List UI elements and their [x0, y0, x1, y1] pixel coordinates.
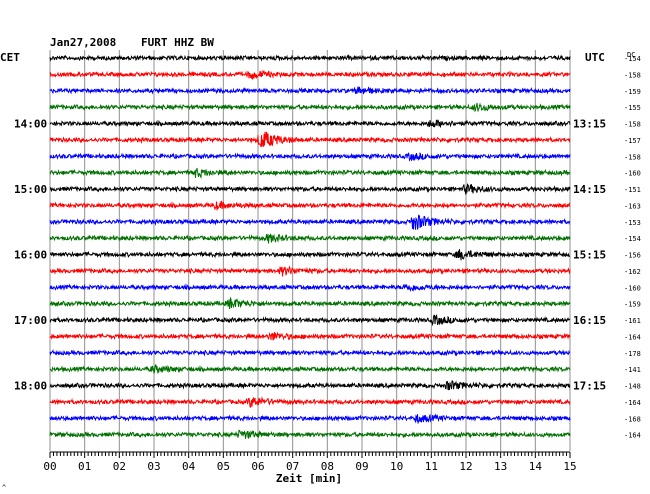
dc-value-label: -154 [624, 235, 641, 243]
x-tick-label: 15 [563, 460, 576, 473]
left-hour-label: 18:00 [14, 380, 47, 393]
x-tick-label: 14 [529, 460, 543, 473]
x-tick-label: 03 [147, 460, 160, 473]
corner-mark: ^ [2, 484, 6, 492]
dc-value-label: -158 [624, 121, 641, 129]
trace-24 [49, 429, 571, 440]
dc-value-label: -159 [624, 88, 641, 96]
time-gridlines [49, 50, 571, 451]
dc-value-label: -159 [624, 301, 641, 309]
dc-value-label: -151 [624, 186, 641, 194]
dc-value-label: -160 [624, 170, 641, 178]
x-tick-label: 02 [113, 460, 126, 473]
left-hour-label: 17:00 [14, 314, 47, 327]
header-date: Jan27,2008 [50, 36, 116, 49]
trace-22 [49, 396, 571, 408]
dc-label: DC [627, 51, 635, 59]
right-hour-label: 13:15 [573, 118, 606, 131]
right-hour-label: 16:15 [573, 314, 606, 327]
dc-value-label: -160 [624, 284, 641, 292]
dc-value-label: -155 [624, 104, 641, 112]
right-hour-label: 15:15 [573, 249, 606, 262]
x-tick-label: 10 [390, 460, 403, 473]
header-station: FURT HHZ BW [141, 36, 214, 49]
left-hour-label: 14:00 [14, 118, 47, 131]
trace-8 [49, 167, 571, 180]
right-hour-label: 14:15 [573, 183, 606, 196]
x-tick-label: 12 [459, 460, 472, 473]
trace-1 [49, 53, 571, 63]
seismic-traces [49, 53, 571, 440]
x-tick-label: 08 [321, 460, 334, 473]
left-hour-label: 16:00 [14, 249, 47, 262]
trace-12 [49, 233, 571, 244]
x-tick-label: 07 [286, 460, 299, 473]
trace-10 [49, 200, 571, 211]
dc-value-label: -168 [624, 415, 641, 423]
trace-20 [49, 364, 571, 374]
dc-value-label: -158 [624, 153, 641, 161]
trace-9 [49, 183, 571, 195]
trace-15 [49, 283, 571, 292]
dc-value-label: -156 [624, 252, 641, 260]
dc-value-label: -163 [624, 202, 641, 210]
dc-value-label: -148 [624, 383, 641, 391]
trace-5 [49, 119, 571, 129]
x-tick-label: 09 [355, 460, 368, 473]
trace-2 [49, 69, 571, 80]
trace-7 [49, 152, 571, 162]
dc-value-label: -141 [624, 366, 641, 374]
x-tick-label: 06 [251, 460, 264, 473]
dc-value-label: -157 [624, 137, 641, 145]
trace-4 [49, 102, 571, 113]
x-tick-label: 04 [182, 460, 196, 473]
x-tick-label: 05 [217, 460, 230, 473]
dc-value-label: -158 [624, 71, 641, 79]
dc-value-label: -161 [624, 317, 641, 325]
x-tick-label: 11 [425, 460, 438, 473]
trace-17 [49, 314, 571, 327]
dc-value-label: -153 [624, 219, 641, 227]
left-timezone-label: CET [0, 51, 20, 64]
trace-11 [49, 214, 571, 231]
right-hour-label: 17:15 [573, 380, 606, 393]
trace-16 [49, 296, 571, 309]
trace-19 [49, 348, 571, 357]
dc-value-label: -162 [624, 268, 641, 276]
x-tick-label: 13 [494, 460, 507, 473]
trace-18 [49, 331, 571, 341]
x-tick-label: 00 [43, 460, 56, 473]
dc-offset-labels: -154 -158 -159 -155 -158 -157 -158 -160 -151 -163… [624, 55, 641, 440]
dc-value-label: -164 [624, 432, 641, 440]
trace-13 [50, 249, 571, 261]
dc-value-label: -164 [624, 333, 641, 341]
x-axis-label: Zeit [min] [276, 472, 342, 485]
dc-value-label: -154 [624, 55, 641, 63]
dc-value-label: -178 [624, 350, 641, 358]
right-timezone-label: UTC [585, 51, 605, 64]
left-hour-label: 15:00 [14, 183, 47, 196]
x-tick-label: 01 [78, 460, 91, 473]
trace-14 [49, 265, 571, 277]
x-axis: 00 01 02 03 04 05 06 07 08 09 10 11 12 13 14 15 [43, 451, 577, 473]
hour-labels: 14:00 13:15 15:00 14:15 16:00 15:15 17:00 16:15… [14, 118, 606, 393]
trace-21 [49, 380, 571, 391]
trace-3 [49, 86, 571, 95]
trace-6 [49, 131, 571, 147]
trace-23 [49, 413, 571, 424]
dc-value-label: -164 [624, 399, 641, 407]
